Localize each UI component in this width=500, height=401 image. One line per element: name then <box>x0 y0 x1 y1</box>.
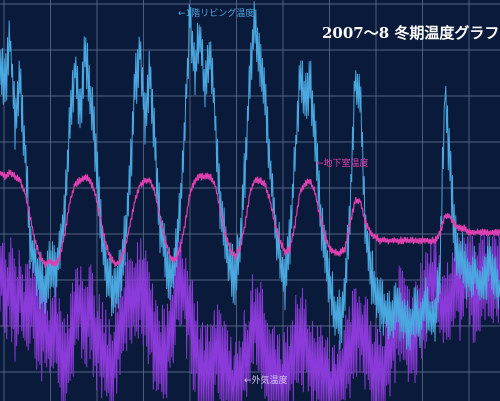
series-line-basement <box>0 169 500 268</box>
chart-title: 2007～8 冬期温度グラフ <box>322 24 499 42</box>
basement-label: ←地下室温度 <box>316 157 369 169</box>
living-room-label: ←1階リビング温度 <box>178 7 254 19</box>
series-line-living <box>0 1 500 351</box>
series-line-outdoor <box>0 229 500 401</box>
outdoor-label: ←外気温度 <box>244 374 288 386</box>
